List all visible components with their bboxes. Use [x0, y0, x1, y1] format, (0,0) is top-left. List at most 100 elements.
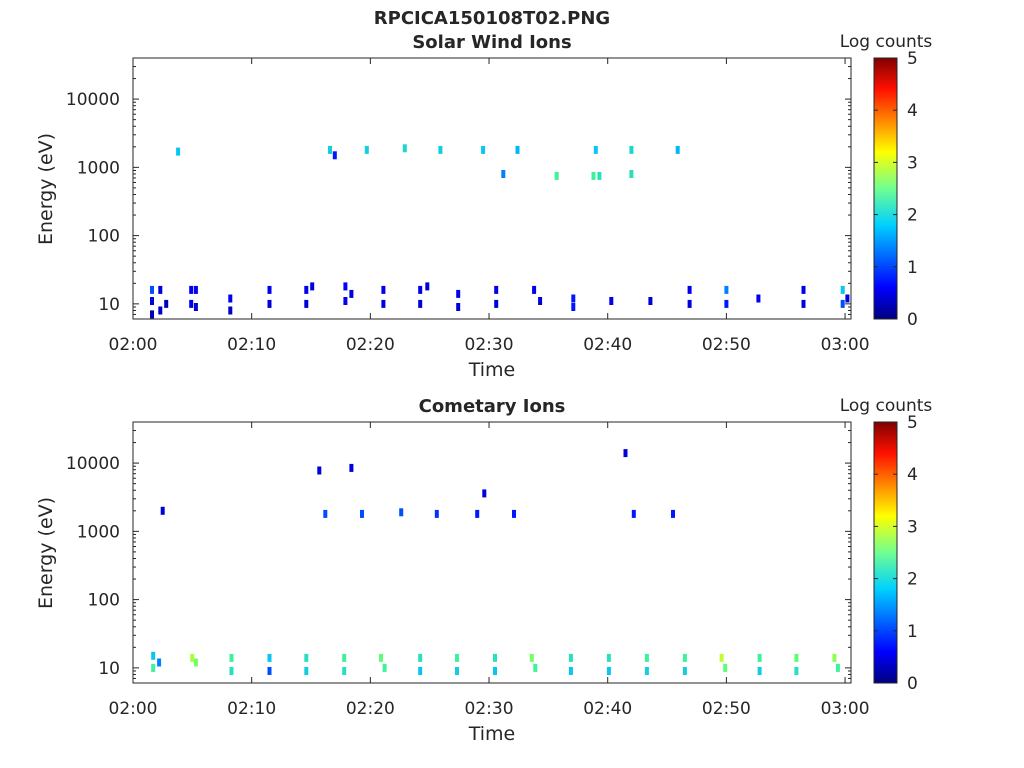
heatmap-pixel [629, 170, 634, 178]
heatmap-pixel [176, 147, 181, 156]
heatmap-pixel [687, 299, 692, 308]
heatmap-pixel [304, 299, 309, 308]
y-tick-label: 1000 [77, 158, 120, 178]
heatmap-cells [151, 449, 840, 675]
heatmap-pixel [402, 144, 407, 153]
heatmap-pixel [304, 285, 309, 294]
heatmap-pixel [229, 667, 234, 675]
heatmap-pixel [304, 667, 309, 675]
plot-frame [132, 421, 852, 684]
heatmap-pixel [158, 285, 163, 294]
heatmap-pixel [328, 145, 332, 154]
heatmap-pixel [456, 303, 461, 311]
heatmap-pixel [568, 667, 573, 675]
heatmap-pixel [150, 285, 154, 294]
heatmap-pixel [455, 653, 459, 662]
heatmap-pixel [631, 509, 636, 518]
heatmap-pixel [644, 653, 649, 662]
y-tick-label: 10000 [66, 90, 120, 110]
colorbar-tick-label: 1 [907, 258, 918, 278]
heatmap-pixel [671, 509, 675, 518]
heatmap-pixel [840, 285, 845, 294]
heatmap-pixel [538, 297, 543, 305]
heatmap-pixel [835, 663, 840, 672]
heatmap-pixel [687, 285, 692, 294]
heatmap-pixel [801, 299, 806, 308]
panel-solar-wind-ions: Solar Wind Ions 02:00 02:10 02:20 02:30 02:4… [35, 32, 932, 381]
heatmap-pixel [591, 171, 596, 180]
heatmap-pixel [323, 509, 328, 518]
heatmap-pixel [418, 667, 423, 675]
heatmap-pixel [724, 285, 729, 294]
colorbar-tick-label: 4 [907, 465, 918, 485]
heatmap-pixel [723, 663, 728, 672]
heatmap-pixel [150, 297, 154, 305]
heatmap-pixel [533, 663, 538, 672]
heatmap-pixel [399, 508, 404, 517]
y-tick-label: 10000 [66, 454, 120, 474]
x-tick-label: 02:10 [227, 699, 276, 719]
heatmap-pixel [381, 285, 386, 294]
y-tick-label: 100 [88, 227, 120, 247]
heatmap-pixel [724, 299, 729, 308]
heatmap-pixel [267, 653, 272, 662]
heatmap-pixel [455, 667, 459, 675]
heatmap-pixel [434, 509, 439, 518]
heatmap-pixel [379, 653, 383, 662]
x-tick-label: 02:00 [109, 699, 158, 719]
heatmap-pixel [832, 653, 837, 662]
heatmap-pixel [150, 310, 154, 319]
heatmap-pixel [794, 653, 799, 662]
heatmap-pixel [494, 299, 499, 308]
heatmap-pixel [682, 653, 687, 662]
x-tick-label: 02:30 [465, 335, 514, 355]
heatmap-pixel [644, 667, 649, 675]
panel-title: Solar Wind Ions [412, 32, 571, 53]
heatmap-pixel [151, 651, 156, 660]
x-tick-label: 02:20 [346, 335, 395, 355]
x-ticks: 02:00 02:10 02:20 02:30 02:40 02:50 03:00 [109, 58, 870, 355]
x-tick-label: 02:00 [109, 335, 158, 355]
heatmap-pixel [481, 145, 486, 154]
figure-title: RPCICA150108T02.PNG [374, 8, 610, 29]
heatmap-pixel [267, 299, 272, 308]
x-tick-label: 02:50 [702, 699, 751, 719]
x-axis-label: Time [468, 359, 516, 381]
colorbar-tick-label: 3 [907, 517, 918, 537]
heatmap-pixel [606, 667, 611, 675]
heatmap-pixel [794, 667, 799, 675]
colorbar: 0 1 2 3 4 5 Log counts [840, 396, 933, 694]
colorbar-gradient [873, 57, 898, 320]
heatmap-pixel [158, 306, 163, 315]
heatmap-pixel [438, 145, 443, 154]
heatmap-pixel [475, 509, 480, 518]
heatmap-pixel [360, 509, 364, 518]
heatmap-pixel [343, 297, 348, 305]
colorbar-tick-label: 5 [907, 413, 918, 433]
heatmap-pixel [418, 299, 423, 308]
colorbar-ticks: 0 1 2 3 4 5 [874, 49, 918, 330]
heatmap-pixel [554, 171, 559, 180]
y-ticks: 10 100 1000 10000 [66, 421, 851, 684]
colorbar-tick-label: 0 [907, 310, 918, 330]
x-tick-label: 03:00 [821, 699, 870, 719]
heatmap-pixel [682, 667, 687, 675]
x-tick-label: 02:40 [583, 699, 632, 719]
heatmap-pixel [571, 294, 576, 303]
heatmap-pixel [493, 653, 497, 662]
colorbar-gradient [873, 421, 898, 684]
y-tick-label: 100 [88, 591, 120, 611]
heatmap-pixel [349, 289, 354, 298]
heatmap-pixel [757, 667, 762, 675]
x-tick-label: 02:50 [702, 335, 751, 355]
heatmap-pixel [494, 285, 499, 294]
heatmap-pixel [456, 289, 461, 298]
y-axis-label: Energy (eV) [35, 133, 57, 245]
heatmap-pixel [164, 299, 169, 308]
heatmap-pixel [675, 145, 680, 154]
heatmap-pixel [629, 145, 634, 154]
heatmap-pixel [609, 297, 614, 305]
x-axis-label: Time [468, 723, 516, 745]
colorbar: 0 1 2 3 4 5 Log counts [840, 32, 933, 330]
